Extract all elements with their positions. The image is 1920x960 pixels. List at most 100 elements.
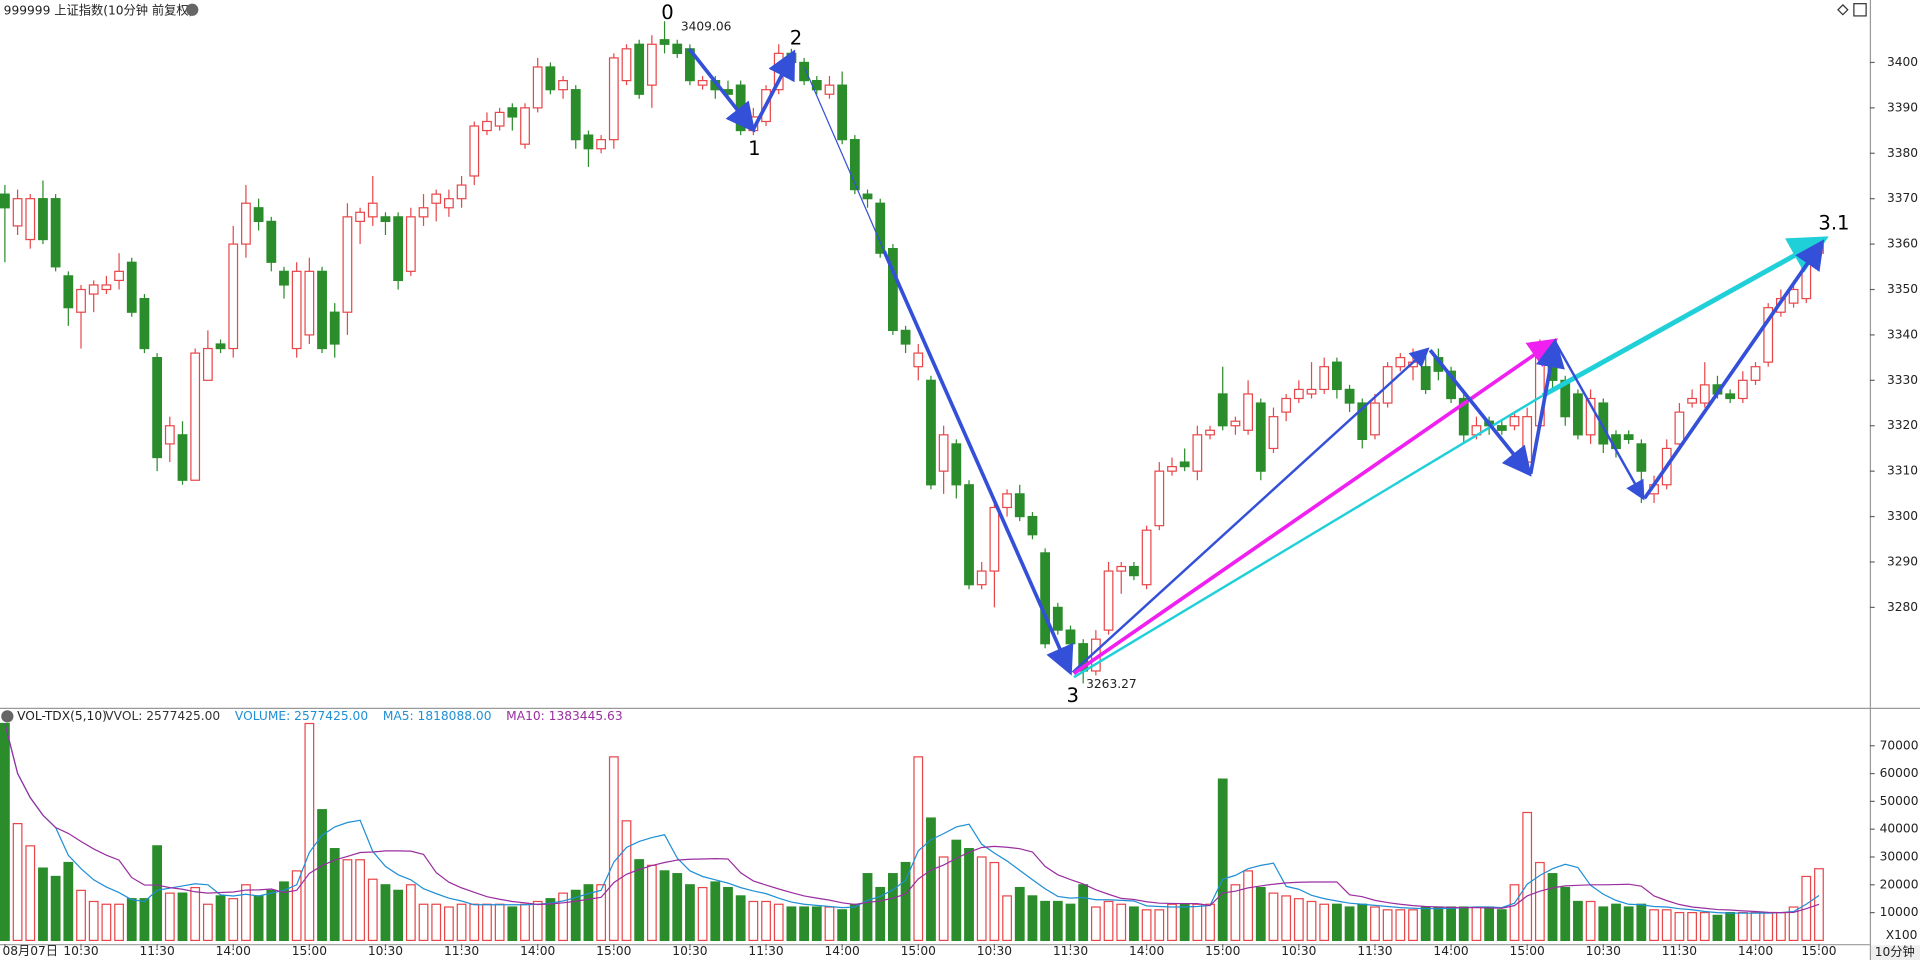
x-tick-label: 15:00	[901, 944, 936, 958]
menu-icon[interactable]	[186, 3, 199, 16]
volume-bar	[570, 889, 581, 942]
volume-bar	[215, 895, 226, 942]
candle-body	[76, 288, 86, 313]
volume-bar	[444, 906, 454, 942]
candle-body	[1141, 529, 1152, 586]
y-tick-label: 3400	[1887, 55, 1918, 69]
candle-body	[380, 216, 391, 222]
candle-body	[875, 202, 886, 254]
candle-body	[38, 198, 48, 241]
candle-body	[532, 66, 543, 109]
volume-bar	[1446, 906, 1456, 942]
candle-body	[456, 184, 467, 200]
candle-body	[1332, 361, 1342, 391]
volume-bar	[1636, 903, 1647, 942]
x-tick-label: 11:30	[139, 944, 174, 958]
x-tick-label: 15:00	[292, 944, 327, 958]
y-tick-label: 3390	[1887, 100, 1918, 114]
wave-drawings	[687, 47, 1829, 679]
volume-bar	[88, 900, 99, 942]
volume-bar	[1687, 911, 1697, 942]
candle-body	[418, 207, 429, 218]
candle-body	[799, 61, 809, 82]
volume-bar	[1319, 903, 1330, 942]
volume-bar	[355, 859, 365, 942]
volume-bar	[1357, 903, 1368, 942]
candle-body	[1281, 397, 1292, 413]
volume-bar	[279, 881, 289, 942]
candle-body	[1293, 388, 1304, 400]
volume-bar	[1585, 900, 1596, 942]
candle-body	[367, 202, 378, 218]
volume-bar	[50, 875, 61, 942]
volume-bar	[951, 839, 962, 942]
volume-bar	[1281, 895, 1292, 942]
volume-bar	[900, 861, 911, 942]
volume-bar	[291, 870, 302, 942]
volume-bar	[532, 900, 543, 942]
candle-body	[583, 134, 594, 150]
y-tick-label: 3370	[1887, 191, 1918, 205]
candle-body	[507, 107, 518, 118]
volume-bar	[114, 903, 124, 942]
candle-body	[152, 357, 163, 459]
volume-bar	[888, 873, 898, 942]
volume-bar	[1560, 886, 1571, 942]
candle-body	[329, 311, 340, 345]
volume-bar	[1522, 811, 1533, 942]
wave-line	[1528, 338, 1565, 475]
candle-body	[126, 261, 137, 313]
volume-bar	[735, 895, 746, 942]
volume-bar	[938, 856, 949, 942]
candle-body	[266, 220, 277, 263]
candle-body	[393, 216, 404, 282]
y-tick-label: 3360	[1887, 237, 1918, 251]
volume-bar	[1141, 909, 1152, 942]
volume-bar	[393, 889, 404, 942]
candle-body	[862, 193, 873, 200]
volume-bar	[431, 903, 442, 942]
volume-bar	[1103, 900, 1114, 942]
volume-bar	[1496, 909, 1507, 942]
candle-body	[190, 352, 201, 481]
volume-bar	[1255, 886, 1266, 942]
candle-body	[63, 275, 74, 309]
tool-icon[interactable]	[1853, 3, 1867, 17]
wave-line	[1642, 239, 1825, 500]
volume-bar	[672, 873, 683, 942]
volume-bar	[1065, 903, 1076, 942]
candle-body	[1509, 416, 1520, 427]
candle-body	[926, 379, 936, 486]
tool-icon[interactable]	[1837, 4, 1849, 16]
y-tick-label: 70000	[1880, 738, 1919, 752]
x-tick-label: 08月07日	[2, 944, 58, 958]
x-tick-label: 10:30	[672, 944, 707, 958]
volume-bar	[1725, 911, 1736, 942]
candle-body	[1154, 470, 1165, 527]
volume-bar	[1002, 895, 1012, 942]
x-tick-label: 11:30	[1357, 944, 1392, 958]
volume-bar	[469, 903, 480, 942]
candle-body	[469, 125, 480, 177]
volume-bar	[1712, 914, 1723, 942]
candle-body	[520, 107, 530, 145]
candle-body	[976, 570, 987, 586]
candle-body	[1040, 552, 1051, 645]
volume-bar	[152, 845, 163, 942]
candle-body	[355, 211, 365, 222]
y-tick-label: 20000	[1880, 877, 1919, 891]
y-tick-label: 40000	[1880, 822, 1919, 836]
menu-icon[interactable]	[1, 710, 14, 723]
y-tick-label: 3300	[1887, 509, 1918, 523]
indicator-value: MA10: 1383445.63	[506, 709, 622, 723]
volume-bar	[1192, 903, 1203, 942]
candle-body	[1065, 629, 1076, 645]
candle-body	[1243, 393, 1253, 431]
wave-line	[803, 67, 885, 252]
volume-bar	[494, 903, 505, 942]
wave-label: 2	[790, 27, 802, 50]
volume-bar	[329, 848, 340, 942]
period-box[interactable]	[1871, 945, 1920, 960]
volume-bar	[139, 898, 150, 942]
